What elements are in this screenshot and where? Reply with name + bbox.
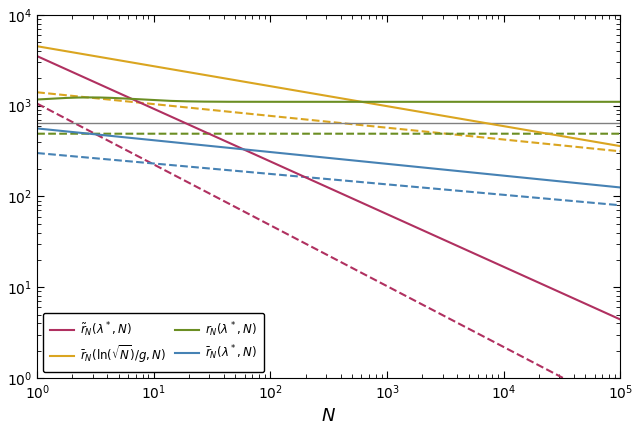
Legend: $\tilde{r}_N(\lambda^*, N)$, $\bar{r}_N(\ln(\sqrt{N})/g, N)$, $r_N(\lambda^*, N): $\tilde{r}_N(\lambda^*, N)$, $\bar{r}_N(…: [43, 313, 264, 372]
X-axis label: $N$: $N$: [321, 407, 336, 425]
